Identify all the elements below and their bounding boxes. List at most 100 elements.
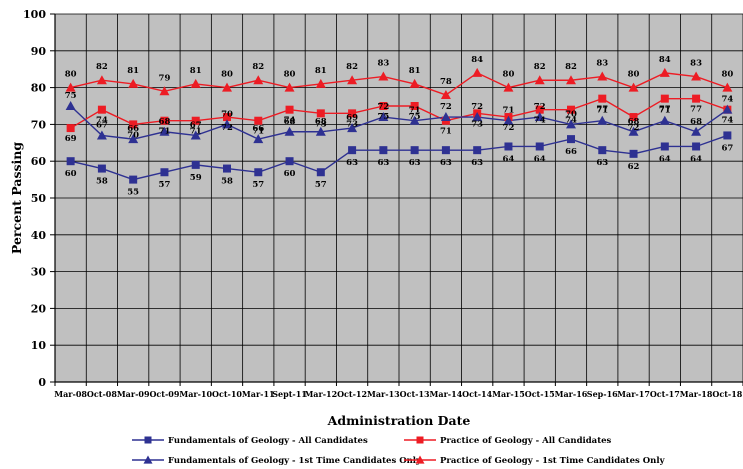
data-label: 71 [440,127,452,137]
data-label: 63 [377,158,389,168]
data-label: 74 [96,116,108,126]
x-tick-label: Mar-08 [54,389,87,399]
square-marker [629,113,638,122]
data-label: 58 [96,177,108,187]
square-marker [223,113,231,122]
triangle-marker [566,119,576,129]
x-tick-label: Mar-10 [179,389,212,399]
square-marker [535,142,544,151]
gridlines [54,13,743,383]
y-tick-label: 40 [31,229,47,242]
triangle-marker [159,126,170,136]
data-label: 75 [65,91,77,101]
legend-item: Practice of Geology - 1st Time Candidate… [404,455,666,466]
data-label: 70 [127,130,139,140]
legend-item: Fundamentals of Geology - 1st Time Candi… [132,455,422,466]
square-marker [379,146,388,155]
x-tick-label: Oct-15 [525,389,555,399]
data-label: 66 [565,147,577,157]
data-label: 82 [534,62,546,72]
data-label: 59 [190,173,202,183]
triangle-marker [253,134,264,144]
data-label: 71 [159,127,171,137]
data-label: 68 [159,117,171,127]
triangle-marker [143,455,153,464]
data-label: 66 [252,124,264,134]
legend-item: Practice of Geology - All Candidates [404,436,612,446]
data-label: 68 [315,117,327,127]
triangle-marker [65,82,76,92]
y-tick-label: 30 [31,266,47,279]
square-marker [504,142,513,151]
square-marker [410,102,419,110]
x-tick-label: Oct-08 [87,389,117,399]
x-tick-label: Mar-11 [242,389,275,399]
square-marker [160,116,169,125]
y-tick-label: 0 [38,376,46,389]
data-label: 72 [471,102,483,112]
series-lines [70,72,728,181]
square-marker [567,105,575,114]
y-tick-labels: 0 10 20 30 40 50 60 70 80 90 100 [23,8,46,389]
square-marker [97,164,106,173]
y-tick-label: 90 [31,45,47,58]
data-label: 81 [190,66,202,76]
data-label: 71 [503,106,515,116]
data-label: 57 [159,180,171,190]
triangle-marker [284,82,295,92]
triangle-marker [628,126,639,136]
triangle-marker [503,115,514,125]
square-marker [629,149,638,158]
square-marker [348,146,357,155]
y-tick-label: 20 [31,302,47,315]
data-label: 77 [659,105,671,115]
series-markers [65,67,733,184]
data-label: 71 [409,106,421,116]
square-marker [535,105,544,114]
square-marker [66,124,75,133]
data-label: 66 [127,124,139,134]
data-label: 73 [346,119,358,129]
data-label: 64 [690,154,702,164]
triangle-marker [566,75,576,85]
data-label: 71 [659,106,671,116]
y-tick-label: 70 [31,118,47,131]
data-label: 82 [346,62,358,72]
data-label: 80 [503,70,515,80]
y-tick-label: 60 [31,155,47,168]
legend-item: Fundamentals of Geology - All Candidates [132,436,368,446]
x-tick-label: Mar-15 [492,389,525,399]
data-label: 75 [377,112,389,122]
data-label: 64 [503,154,515,164]
data-label: 57 [315,180,327,190]
data-label: 63 [471,158,483,168]
data-label: 68 [628,117,640,127]
square-marker [254,116,263,125]
data-label: 64 [659,154,671,164]
square-marker [441,146,450,155]
series-line [70,105,728,140]
square-marker [379,102,388,110]
square-marker [66,157,75,166]
data-label: 60 [284,169,296,179]
data-label: 68 [690,117,702,127]
triangle-marker [597,71,608,81]
triangle-marker [65,101,76,110]
square-marker [316,168,325,177]
data-label: 69 [346,113,358,123]
data-label: 73 [315,119,327,129]
data-label: 63 [346,158,358,168]
data-label: 74 [565,116,577,126]
data-label: 72 [221,123,233,133]
square-marker [129,175,138,184]
triangle-marker [534,75,545,85]
x-tick-label: Oct-17 [650,389,680,399]
square-marker [660,142,669,151]
triangle-marker [409,115,420,125]
x-tick-label: Mar-09 [117,389,150,399]
x-tick-label: Sep-16 [587,389,618,399]
square-marker [144,436,152,444]
x-tick-label: Mar-14 [430,389,463,399]
legend-label: Practice of Geology - All Candidates [440,436,612,446]
x-tick-label: Mar-12 [304,389,337,399]
